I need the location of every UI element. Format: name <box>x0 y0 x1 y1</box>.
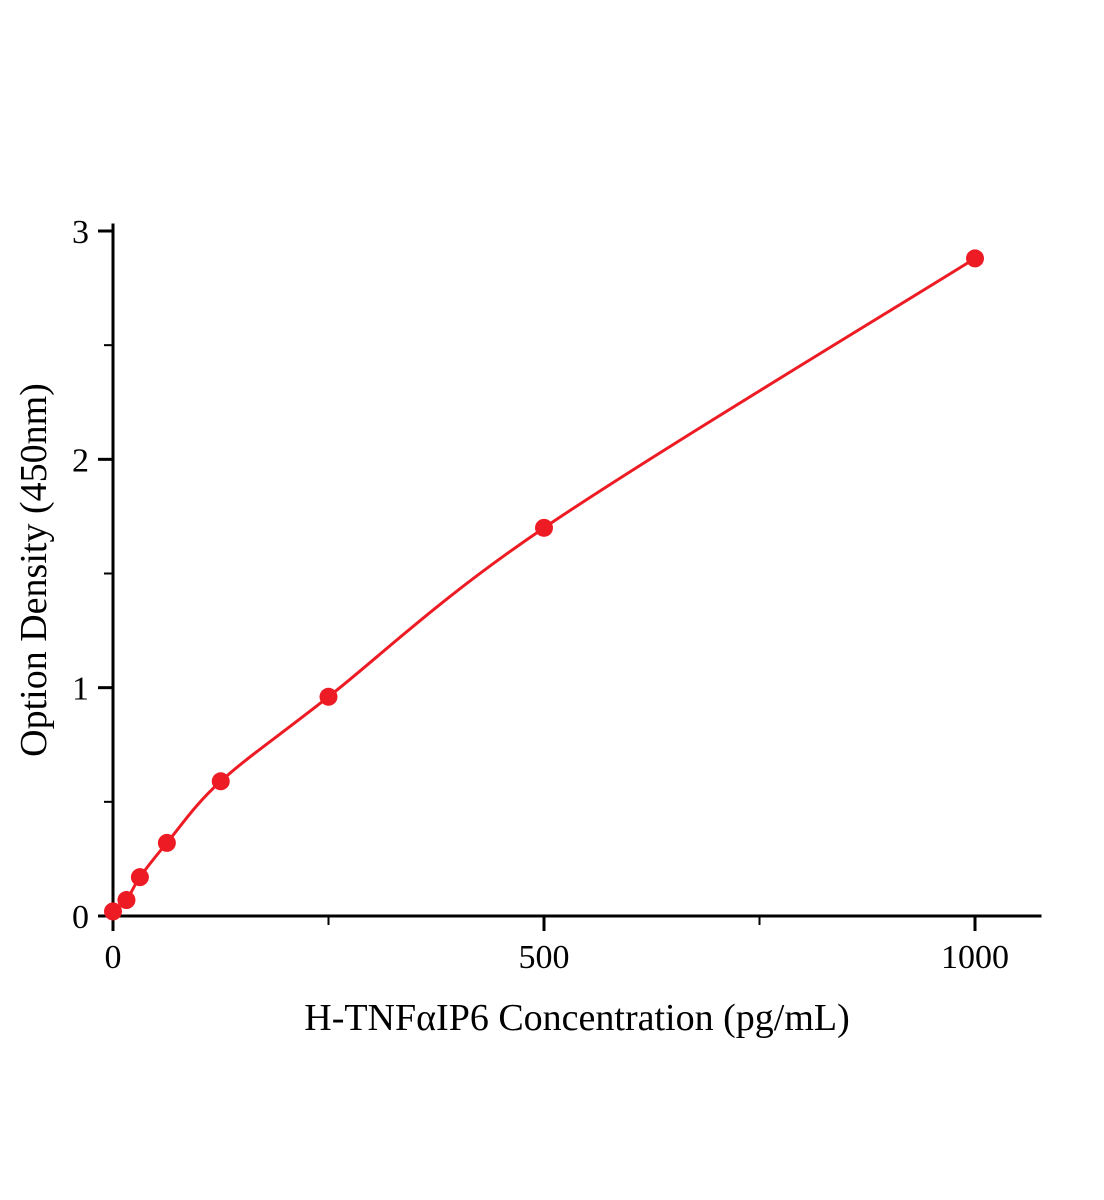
data-point-marker <box>130 868 149 887</box>
data-point-marker <box>319 687 338 706</box>
y-tick-label: 1 <box>72 671 89 708</box>
x-axis-title: H-TNFαIP6 Concentration (pg/mL) <box>304 997 850 1039</box>
axes: 0 500 1000 0 1 2 3 <box>72 214 1042 976</box>
standard-curve-line <box>111 256 977 913</box>
data-point-marker <box>966 249 984 268</box>
axis-lines <box>111 223 1042 918</box>
y-tick-label: 3 <box>72 214 89 251</box>
data-point-marker <box>117 891 136 910</box>
data-series <box>104 249 984 921</box>
data-point-marker <box>104 902 122 921</box>
data-point-marker <box>157 833 176 852</box>
x-tick-label: 0 <box>105 939 122 976</box>
data-point-marker <box>535 518 553 537</box>
y-axis-title: Option Density (450nm) <box>13 383 55 757</box>
x-tick-label: 500 <box>519 939 570 976</box>
y-tick-label: 2 <box>72 442 89 479</box>
x-tick-label: 1000 <box>941 939 1009 976</box>
data-point-marker <box>211 772 230 791</box>
y-tick-label: 0 <box>72 899 89 936</box>
